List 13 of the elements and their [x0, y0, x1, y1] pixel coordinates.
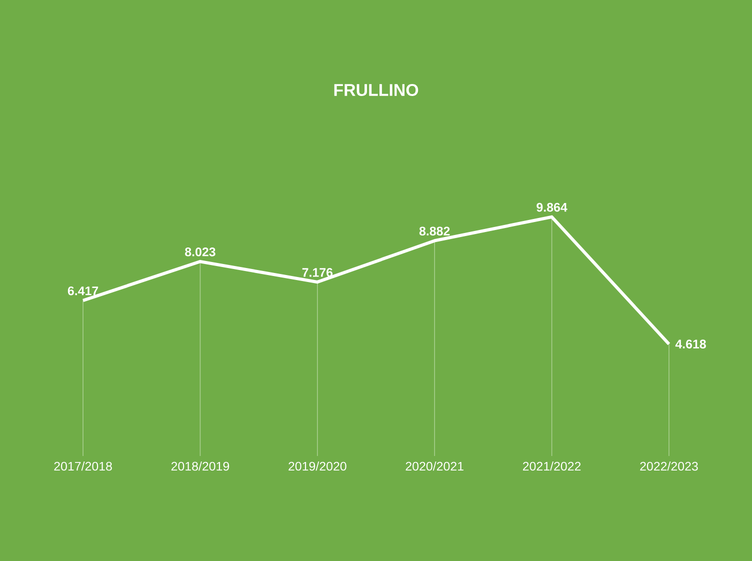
data-label: 7.176: [302, 268, 333, 277]
x-tick-label: 2020/2021: [406, 462, 464, 471]
x-tick-label: 2019/2020: [288, 462, 346, 471]
data-label: 6.417: [68, 286, 98, 296]
data-label: 9.864: [536, 202, 568, 212]
x-tick-label: 2021/2022: [522, 462, 581, 471]
chart-title: FRULLINO: [334, 84, 418, 96]
data-label: 8.882: [419, 226, 450, 236]
x-tick-label: 2022/2023: [640, 462, 698, 471]
x-tick-label: 2017/2018: [54, 462, 112, 471]
x-tick-label: 2018/2019: [171, 462, 230, 471]
data-label: 4.618: [675, 340, 706, 348]
data-label: 8.023: [185, 248, 216, 256]
